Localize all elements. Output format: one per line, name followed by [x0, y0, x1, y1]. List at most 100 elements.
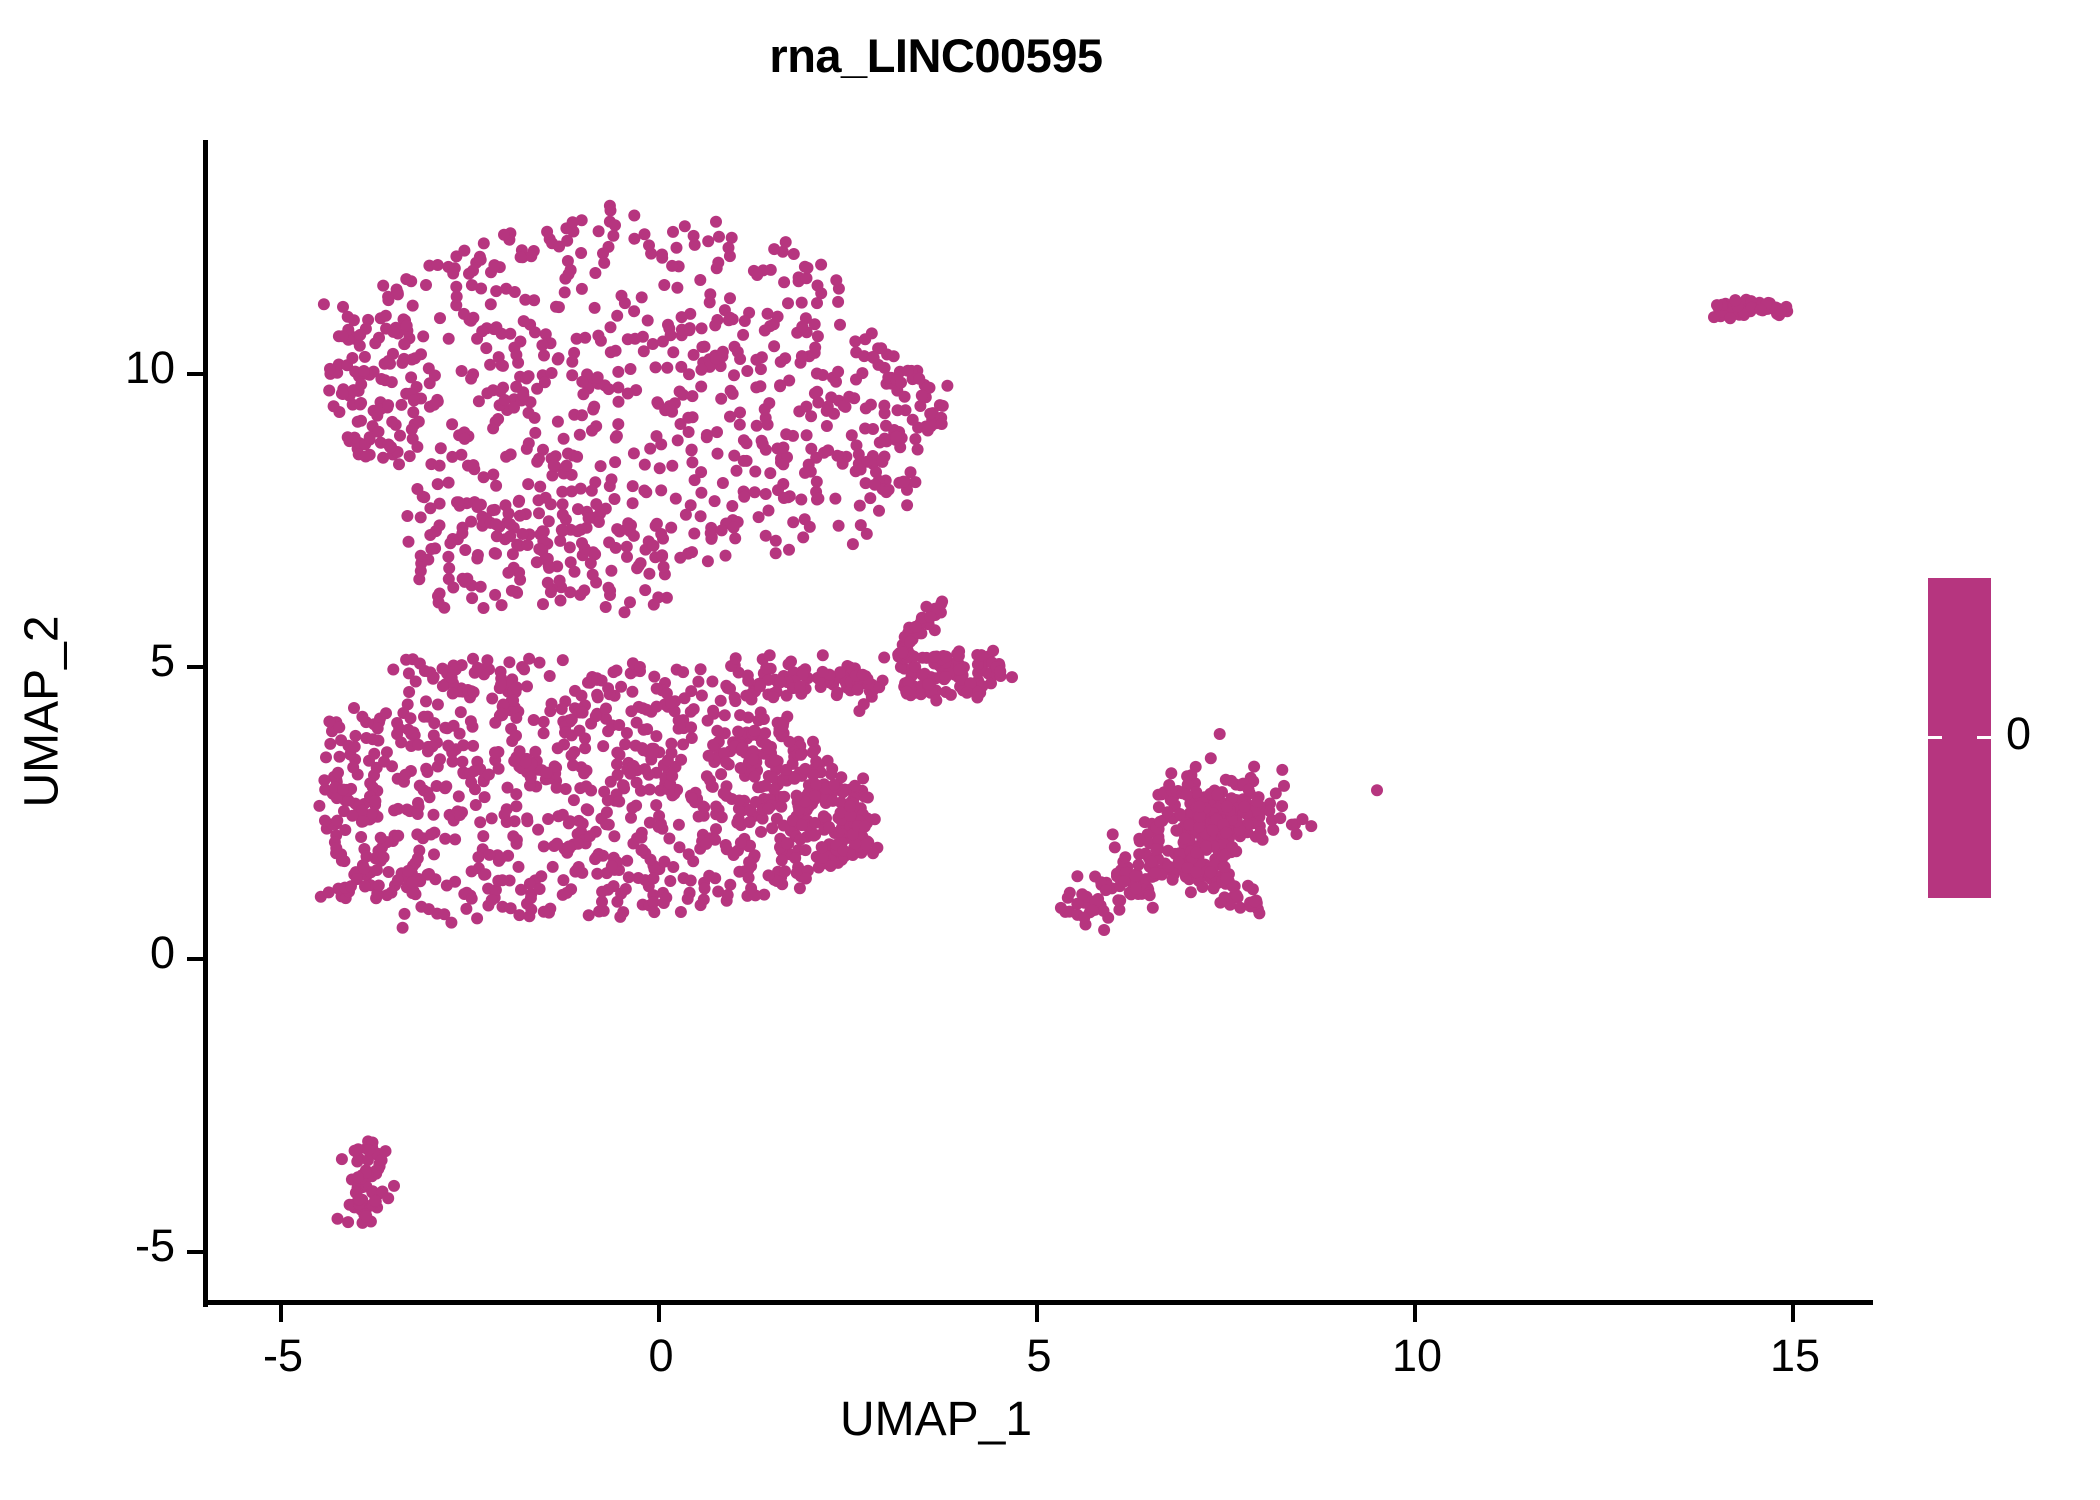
- scatter-point: [364, 790, 376, 803]
- scatter-point: [571, 863, 583, 876]
- scatter-point: [1200, 865, 1212, 878]
- scatter-point: [659, 677, 671, 689]
- scatter-point: [1204, 799, 1217, 812]
- scatter-point: [490, 479, 503, 492]
- scatter-point: [508, 701, 521, 714]
- scatter-point: [462, 459, 474, 472]
- scatter-point: [851, 820, 864, 832]
- scatter-point: [379, 309, 392, 322]
- scatter-point: [347, 761, 360, 774]
- scatter-point: [563, 842, 576, 855]
- scatter-point: [450, 299, 463, 312]
- scatter-point: [1211, 831, 1224, 844]
- scatter-point: [944, 657, 957, 670]
- scatter-point: [740, 454, 753, 467]
- scatter-point: [900, 687, 913, 700]
- scatter-point: [374, 396, 387, 409]
- scatter-point: [477, 515, 490, 528]
- x-axis-title: UMAP_1: [839, 1393, 1033, 1446]
- scatter-point: [794, 680, 806, 693]
- scatter-point: [706, 780, 719, 793]
- scatter-point: [1772, 302, 1785, 315]
- scatter-point: [1738, 304, 1751, 317]
- scatter-point: [759, 779, 772, 792]
- scatter-point: [754, 380, 767, 393]
- scatter-point: [446, 746, 459, 759]
- scatter-point: [1732, 300, 1745, 313]
- scatter-point: [722, 241, 735, 254]
- scatter-point: [831, 686, 844, 699]
- scatter-point: [1208, 869, 1221, 882]
- scatter-point: [494, 665, 507, 678]
- scatter-point: [618, 606, 631, 619]
- scatter-point: [937, 650, 950, 662]
- scatter-point: [756, 812, 769, 825]
- scatter-point: [793, 405, 806, 418]
- scatter-point: [351, 873, 363, 886]
- scatter-point: [495, 707, 508, 720]
- scatter-point: [471, 332, 484, 345]
- scatter-point: [371, 784, 384, 797]
- scatter-point: [1144, 855, 1157, 868]
- scatter-point: [802, 801, 815, 814]
- colorbar-legend: 0: [1928, 578, 2031, 898]
- scatter-point: [543, 561, 556, 573]
- scatter-point: [801, 814, 814, 827]
- scatter-point: [775, 730, 788, 743]
- scatter-point: [642, 880, 655, 893]
- scatter-point: [749, 465, 762, 478]
- scatter-point: [650, 430, 663, 443]
- scatter-point: [1274, 812, 1287, 825]
- scatter-point: [796, 819, 808, 832]
- scatter-point: [349, 365, 362, 378]
- scatter-point: [602, 725, 615, 738]
- scatter-point: [521, 812, 534, 825]
- scatter-point: [835, 796, 847, 809]
- scatter-point: [559, 272, 572, 285]
- scatter-point: [834, 450, 847, 463]
- scatter-point: [807, 769, 820, 781]
- scatter-point: [1765, 301, 1778, 314]
- scatter-point: [852, 457, 865, 470]
- scatter-point: [1232, 794, 1245, 807]
- scatter-point: [628, 209, 641, 222]
- scatter-point: [724, 745, 737, 758]
- scatter-point: [320, 822, 333, 835]
- scatter-point: [1238, 800, 1251, 813]
- scatter-point: [909, 660, 922, 673]
- scatter-point: [1208, 814, 1221, 827]
- scatter-point: [535, 764, 548, 777]
- scatter-point: [746, 727, 759, 740]
- scatter-point: [749, 685, 762, 698]
- scatter-point: [565, 485, 578, 498]
- scatter-point: [737, 434, 750, 447]
- scatter-point: [447, 267, 460, 280]
- scatter-point: [653, 863, 666, 876]
- scatter-point: [445, 674, 458, 686]
- scatter-point: [517, 389, 530, 402]
- scatter-point: [844, 819, 857, 832]
- scatter-point: [1078, 911, 1091, 924]
- scatter-point: [742, 871, 755, 884]
- scatter-point: [774, 380, 787, 393]
- scatter-point: [779, 865, 791, 878]
- scatter-point: [551, 415, 564, 428]
- scatter-point: [1071, 897, 1084, 910]
- scatter-point: [757, 667, 770, 680]
- scatter-point: [467, 686, 480, 699]
- scatter-point: [925, 671, 937, 684]
- scatter-point: [686, 390, 699, 403]
- scatter-point: [891, 384, 904, 397]
- scatter-point: [808, 346, 821, 359]
- scatter-point: [1745, 301, 1758, 314]
- scatter-point: [901, 648, 914, 661]
- scatter-point: [604, 775, 617, 788]
- y-tick-mark: [187, 665, 203, 669]
- scatter-point: [446, 450, 459, 463]
- scatter-point: [677, 738, 690, 751]
- scatter-point: [843, 390, 856, 403]
- scatter-point: [571, 828, 584, 841]
- scatter-point: [736, 741, 749, 754]
- scatter-point: [1225, 774, 1238, 787]
- scatter-point: [742, 840, 755, 853]
